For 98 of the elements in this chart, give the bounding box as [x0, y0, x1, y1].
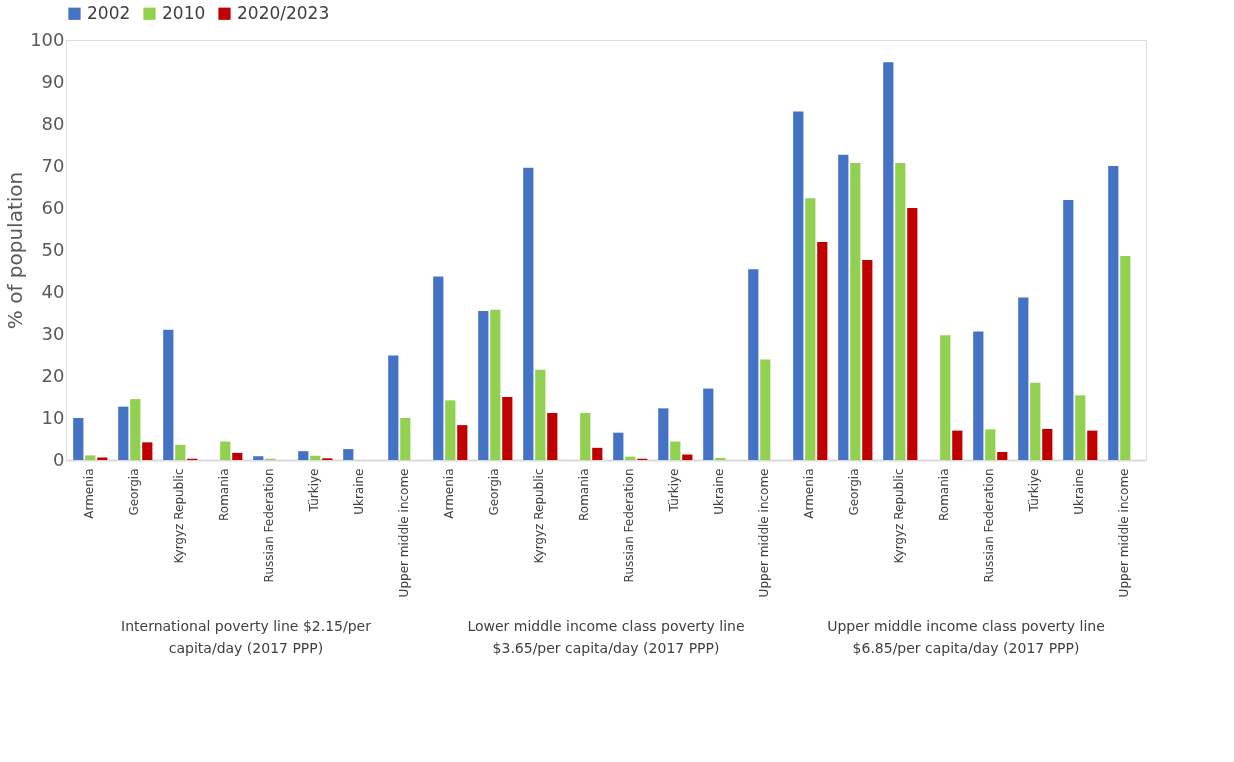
y-tick-label: 90: [41, 70, 65, 92]
bar: [310, 455, 321, 460]
bar: [73, 418, 84, 460]
x-tick-label: Georgia: [126, 468, 141, 516]
x-tick-label: Romania: [216, 468, 231, 521]
x-tick-label: Georgia: [846, 468, 861, 516]
bar: [997, 452, 1008, 460]
y-tick-label: 40: [41, 280, 65, 302]
bar: [232, 452, 243, 460]
bar: [85, 455, 96, 460]
x-tick-label: Upper middle income: [1116, 468, 1131, 598]
legend-label: 2010: [162, 2, 206, 23]
bar: [298, 451, 309, 460]
y-tick-label: 70: [41, 154, 65, 176]
bar: [1075, 395, 1086, 460]
bar: [817, 242, 828, 460]
legend-label: 2002: [87, 2, 131, 23]
text: International poverty line $2.15/per capita/day (2017 PPP): [121, 618, 372, 656]
bar: [715, 457, 726, 460]
bar: [1042, 428, 1053, 460]
bar: [952, 430, 963, 460]
bar: [658, 408, 669, 460]
bar: [1087, 430, 1098, 460]
bar: [457, 425, 468, 460]
bar: [118, 406, 129, 460]
bar: [1030, 382, 1041, 460]
y-tick-label: 0: [53, 448, 65, 470]
y-axis-title: % of population: [3, 171, 28, 330]
bar: [490, 309, 501, 460]
bar: [748, 269, 759, 460]
x-tick-label: Upper middle income: [396, 468, 411, 598]
bar: [670, 441, 681, 460]
x-tick-label: Upper middle income: [756, 468, 771, 598]
y-tick-label: 30: [41, 322, 65, 344]
x-tick-label: Georgia: [486, 468, 501, 516]
bar: [592, 447, 603, 460]
bar: [760, 359, 771, 460]
bar: [97, 457, 108, 460]
x-tick-label: Türkiye: [306, 468, 321, 513]
bar: [547, 412, 558, 460]
bar: [895, 163, 906, 460]
bar: [388, 355, 399, 460]
legend-label: 2020/2023: [237, 2, 330, 23]
bar: [1063, 200, 1074, 460]
x-tick-label: Romania: [936, 468, 951, 521]
x-tick-label: Kyrgyz Republic: [891, 468, 906, 564]
bar: [1120, 255, 1131, 460]
bar: [478, 310, 489, 460]
bar: [142, 442, 153, 460]
bar: [163, 329, 174, 460]
x-tick-label: Armenia: [441, 468, 456, 519]
bar: [613, 432, 624, 460]
bar: [883, 62, 894, 460]
bar: [907, 208, 918, 460]
bar: [343, 449, 354, 460]
x-tick-label: Armenia: [801, 468, 816, 519]
x-tick-label: Ukraine: [711, 468, 726, 515]
bar: [220, 441, 231, 460]
x-tick-label: Russian Federation: [621, 468, 636, 583]
x-tick-label: Kyrgyz Republic: [171, 468, 186, 564]
x-tick-label: Armenia: [81, 468, 96, 519]
bar: [175, 444, 186, 460]
bar: [253, 456, 264, 460]
bar: [580, 412, 591, 460]
x-tick-label: Kyrgyz Republic: [531, 468, 546, 564]
bar: [850, 163, 861, 460]
bar: [838, 154, 849, 460]
y-tick-label: 20: [41, 364, 65, 386]
y-tick-label: 60: [41, 196, 65, 218]
bar: [985, 429, 996, 460]
x-tick-label: Russian Federation: [261, 468, 276, 583]
y-tick-label: 80: [41, 112, 65, 134]
text: Lower middle income class poverty line $3.65/per capita/day (2017 PPP): [467, 618, 745, 656]
x-tick-label: Russian Federation: [981, 468, 996, 583]
x-tick-label: Türkiye: [666, 468, 681, 513]
bar: [973, 331, 984, 460]
bar: [793, 111, 804, 460]
bar: [535, 369, 546, 460]
bar: [703, 388, 714, 460]
x-tick-label: Ukraine: [1071, 468, 1086, 515]
x-tick-label: Ukraine: [351, 468, 366, 515]
y-tick-label: 10: [41, 406, 65, 428]
x-tick-label: Romania: [576, 468, 591, 521]
text: Upper middle income class poverty line $6.85/per capita/day (2017 PPP): [827, 618, 1105, 656]
bar: [130, 399, 141, 460]
bar: [805, 198, 816, 460]
bar: [433, 276, 444, 460]
bar: [400, 418, 411, 460]
y-tick-label: 50: [41, 238, 65, 260]
bar: [1018, 297, 1029, 460]
bar: [502, 397, 513, 460]
bar: [1108, 166, 1119, 460]
bar: [445, 400, 456, 460]
bar: [862, 260, 873, 460]
x-tick-label: Türkiye: [1026, 468, 1041, 513]
y-tick-label: 100: [30, 28, 65, 50]
bar: [940, 335, 951, 460]
bar: [523, 167, 534, 460]
